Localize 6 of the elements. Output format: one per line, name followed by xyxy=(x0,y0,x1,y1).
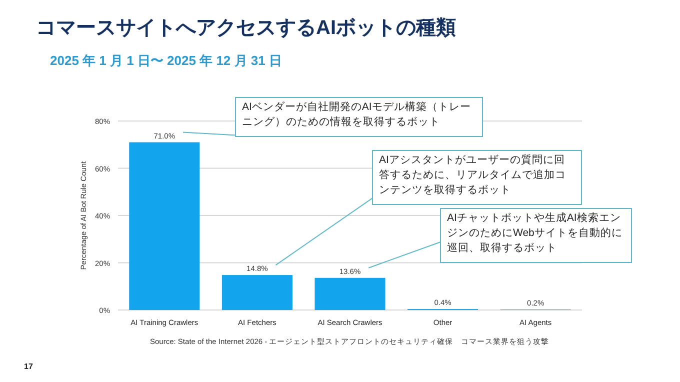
annotation: AIチャットボットや生成AI検索エンジンのためにWebサイトを自動的に巡回、取得するボット xyxy=(440,208,632,263)
annotation: AIベンダーが自社開発のAIモデル構築（トレーニング）のための情報を取得するボット xyxy=(235,97,483,137)
text: 17 xyxy=(24,362,33,371)
annotation: AIアシスタントがユーザーの質問に回答するために、リアルタイムで追加コンテンツを取得するボット xyxy=(372,150,582,205)
chart-subtitle: 2025 年 1 月 1 日〜 2025 年 12 月 31 日 xyxy=(50,52,282,70)
chart-title: コマースサイトへアクセスするAIボットの種類 xyxy=(36,16,456,41)
